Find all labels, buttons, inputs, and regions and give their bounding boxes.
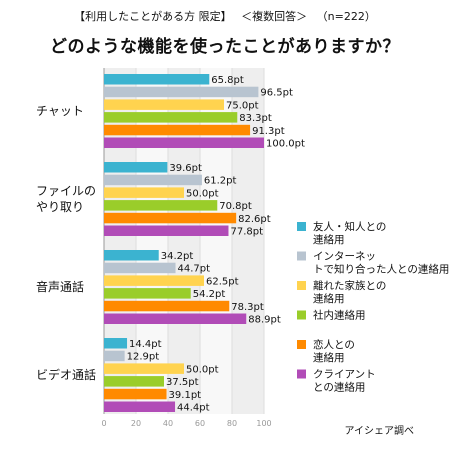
legend-label: インターネットで知り合った人との連絡用 <box>313 251 449 276</box>
bar-value-label: 77.8pt <box>230 227 263 238</box>
bar-value-label: 82.6pt <box>238 214 271 225</box>
bar-value-label: 39.6pt <box>169 163 202 174</box>
category-label: ファイルの <box>36 184 96 198</box>
bar-value-label: 12.9pt <box>127 352 160 363</box>
bar <box>104 200 218 211</box>
bar-value-label: 50.0pt <box>186 188 219 199</box>
bar <box>104 363 184 374</box>
x-tick-label: 0 <box>101 419 106 428</box>
bar-value-label: 61.2pt <box>204 176 237 187</box>
x-tick-label: 40 <box>163 419 173 428</box>
bar-value-label: 44.7pt <box>178 264 211 275</box>
bar-value-label: 88.9pt <box>248 315 281 326</box>
bar <box>104 275 204 286</box>
bar-value-label: 96.5pt <box>260 88 293 99</box>
legend-label: 恋人との連絡用 <box>313 338 355 364</box>
bar-value-label: 62.5pt <box>206 276 239 287</box>
x-tick-label: 20 <box>131 419 141 428</box>
bar-value-label: 70.8pt <box>219 201 252 212</box>
bar-value-label: 54.2pt <box>193 289 226 300</box>
bar <box>104 124 251 136</box>
legend-swatch <box>297 222 306 231</box>
legend-label: 社内連絡用 <box>313 309 366 322</box>
bar <box>104 376 164 387</box>
category-label: やり取り <box>36 200 84 214</box>
bar <box>104 350 125 362</box>
bar <box>104 86 259 98</box>
bar-value-label: 14.4pt <box>129 339 162 350</box>
bar <box>104 99 224 110</box>
bar <box>104 187 184 198</box>
legend-swatch <box>297 310 306 320</box>
category-label: チャット <box>36 104 84 118</box>
bar-value-label: 50.0pt <box>186 364 219 375</box>
legend-swatch <box>297 340 306 349</box>
bar-value-label: 34.2pt <box>161 251 194 262</box>
legend-swatch <box>297 251 306 261</box>
bar <box>104 174 202 186</box>
chart-subtitle: 【利用したことがある方 限定】 ＜複数回答＞ （n=222） <box>0 8 450 24</box>
x-tick-labels: 0 20 40 60 80 100 <box>101 419 271 428</box>
bar-value-label: 65.8pt <box>211 75 244 86</box>
bar-value-label: 39.1pt <box>169 390 202 401</box>
bar <box>104 212 237 224</box>
category-label: 音声通話 <box>36 279 84 294</box>
bar-value-label: 78.3pt <box>231 302 264 313</box>
source-note: アイシェア調べ <box>345 424 415 437</box>
bar <box>104 262 176 274</box>
segment-label: 【利用したことがある方 限定】 <box>74 10 232 23</box>
bar-value-label: 44.4pt <box>177 403 210 414</box>
legend-swatch <box>297 281 306 290</box>
chart-title: どのような機能を使ったことがありますか？ <box>50 37 400 57</box>
x-tick-label: 60 <box>195 419 205 428</box>
x-tick-label: 80 <box>227 419 237 428</box>
sample-size-label: （n=222） <box>316 10 376 23</box>
legend: 友人・知人との連絡用インターネットで知り合った人との連絡用離れた家族との連絡用社… <box>297 220 449 394</box>
bar <box>104 250 159 261</box>
bar <box>104 338 128 349</box>
bar <box>104 74 210 85</box>
bar <box>104 313 247 324</box>
legend-label: 友人・知人との連絡用 <box>313 220 386 246</box>
bar <box>104 137 264 148</box>
bar <box>104 112 238 123</box>
bar <box>104 162 168 173</box>
bar <box>104 401 176 412</box>
bar-value-label: 37.5pt <box>166 377 199 388</box>
bar-value-label: 83.3pt <box>239 113 272 124</box>
bar-value-label: 100.0pt <box>266 139 305 150</box>
legend-label: 離れた家族との連絡用 <box>313 279 386 305</box>
legend-label: クライアントとの連絡用 <box>313 369 376 394</box>
bar <box>104 388 167 400</box>
bar <box>104 288 191 299</box>
bar <box>104 300 230 312</box>
bar <box>104 225 229 236</box>
bar-value-label: 75.0pt <box>226 100 259 111</box>
legend-swatch <box>297 369 306 379</box>
x-tick-label: 100 <box>256 419 271 428</box>
category-label: ビデオ通話 <box>36 367 96 382</box>
bar-value-label: 91.3pt <box>252 126 285 137</box>
answer-type-label: ＜複数回答＞ <box>241 10 308 23</box>
